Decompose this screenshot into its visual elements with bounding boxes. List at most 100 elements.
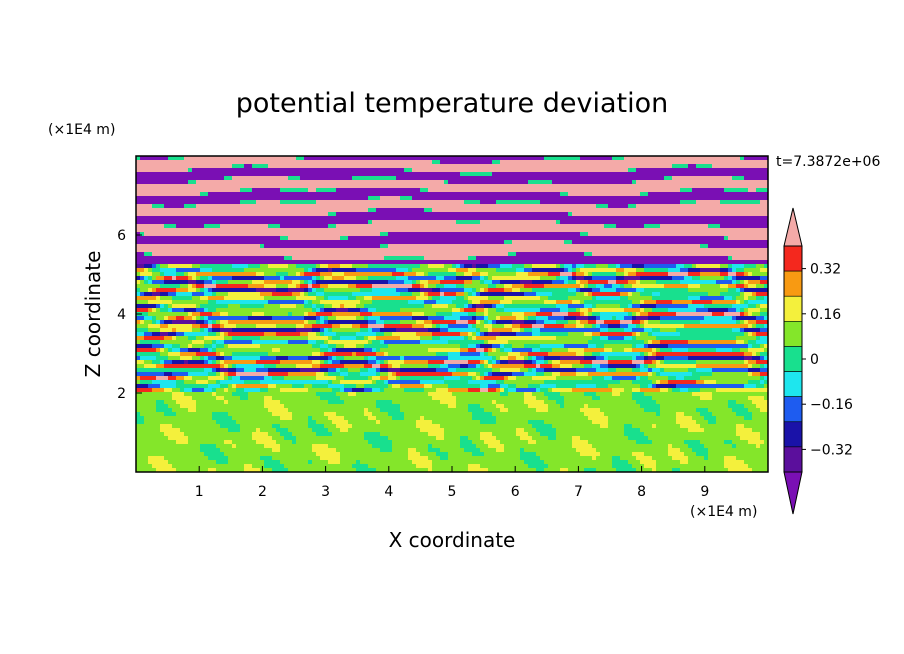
field-cell bbox=[604, 180, 609, 185]
field-cell bbox=[180, 156, 185, 161]
field-cell bbox=[740, 272, 745, 277]
field-cell bbox=[720, 176, 725, 181]
field-cell bbox=[680, 224, 685, 229]
field-cell bbox=[304, 220, 309, 225]
field-cell bbox=[556, 224, 561, 229]
field-cell bbox=[364, 268, 369, 273]
field-cell bbox=[196, 204, 201, 209]
field-cell bbox=[676, 188, 681, 193]
field-cell bbox=[400, 220, 405, 225]
field-cell bbox=[468, 156, 473, 161]
field-cell bbox=[704, 276, 709, 281]
field-cell bbox=[724, 216, 729, 221]
field-cell bbox=[468, 160, 473, 165]
field-cell bbox=[176, 172, 181, 177]
field-cell bbox=[444, 180, 449, 185]
field-cell bbox=[304, 280, 309, 285]
field-cell bbox=[564, 176, 569, 181]
field-cell bbox=[640, 188, 645, 193]
field-cell bbox=[716, 208, 721, 213]
field-cell bbox=[420, 172, 425, 177]
field-cell bbox=[368, 268, 373, 273]
field-cell bbox=[612, 264, 617, 269]
field-cell bbox=[324, 224, 329, 229]
field-cell bbox=[332, 240, 337, 245]
field-cell bbox=[524, 188, 529, 193]
field-cell bbox=[372, 196, 377, 201]
field-cell bbox=[644, 188, 649, 193]
field-cell bbox=[244, 268, 249, 273]
field-cell bbox=[148, 232, 153, 237]
field-cell bbox=[308, 164, 313, 169]
field-cell bbox=[284, 224, 289, 229]
field-cell bbox=[548, 256, 553, 261]
field-cell bbox=[484, 164, 489, 169]
field-cell bbox=[728, 192, 733, 197]
field-cell bbox=[244, 232, 249, 237]
field-cell bbox=[464, 240, 469, 245]
field-cell bbox=[392, 260, 397, 265]
field-cell bbox=[220, 268, 225, 273]
field-cell bbox=[424, 216, 429, 221]
field-cell bbox=[744, 200, 749, 205]
field-cell bbox=[468, 248, 473, 253]
field-cell bbox=[168, 232, 173, 237]
field-cell bbox=[188, 208, 193, 213]
field-cell bbox=[364, 176, 369, 181]
field-cell bbox=[684, 176, 689, 181]
field-cell bbox=[164, 184, 169, 189]
field-cell bbox=[584, 276, 589, 281]
field-cell bbox=[520, 164, 525, 169]
field-cell bbox=[304, 224, 309, 229]
field-cell bbox=[452, 160, 457, 165]
field-cell bbox=[424, 160, 429, 165]
field-cell bbox=[444, 184, 449, 189]
field-cell bbox=[144, 228, 149, 233]
field-cell bbox=[560, 252, 565, 257]
field-cell bbox=[416, 272, 421, 277]
field-cell bbox=[692, 156, 697, 161]
field-cell bbox=[720, 272, 725, 277]
field-cell bbox=[332, 180, 337, 185]
field-cell bbox=[440, 252, 445, 257]
field-cell bbox=[676, 192, 681, 197]
field-cell bbox=[136, 228, 141, 233]
field-cell bbox=[228, 164, 233, 169]
field-cell bbox=[756, 172, 761, 177]
field-cell bbox=[328, 204, 333, 209]
field-cell bbox=[636, 260, 641, 265]
field-cell bbox=[664, 240, 669, 245]
field-cell bbox=[540, 164, 545, 169]
field-cell bbox=[196, 216, 201, 221]
field-cell bbox=[256, 236, 261, 241]
field-cell bbox=[652, 268, 657, 273]
field-cell bbox=[280, 244, 285, 249]
field-cell bbox=[504, 220, 509, 225]
field-cell bbox=[604, 248, 609, 253]
field-cell bbox=[696, 208, 701, 213]
field-cell bbox=[424, 220, 429, 225]
field-cell bbox=[648, 172, 653, 177]
field-cell bbox=[636, 276, 641, 281]
field-cell bbox=[716, 156, 721, 161]
field-cell bbox=[612, 232, 617, 237]
field-cell bbox=[304, 184, 309, 189]
field-cell bbox=[492, 260, 497, 265]
field-cell bbox=[760, 192, 765, 197]
field-cell bbox=[620, 156, 625, 161]
field-cell bbox=[744, 276, 749, 281]
field-cell bbox=[336, 228, 341, 233]
field-cell bbox=[300, 188, 305, 193]
field-cell bbox=[176, 200, 181, 205]
field-cell bbox=[436, 156, 441, 161]
field-cell bbox=[392, 204, 397, 209]
field-cell bbox=[236, 268, 241, 273]
field-cell bbox=[532, 188, 537, 193]
field-cell bbox=[736, 272, 741, 277]
field-cell bbox=[512, 188, 517, 193]
field-cell bbox=[352, 216, 357, 221]
field-cell bbox=[288, 276, 293, 281]
field-cell bbox=[520, 228, 525, 233]
field-cell bbox=[152, 248, 157, 253]
field-cell bbox=[372, 276, 377, 281]
